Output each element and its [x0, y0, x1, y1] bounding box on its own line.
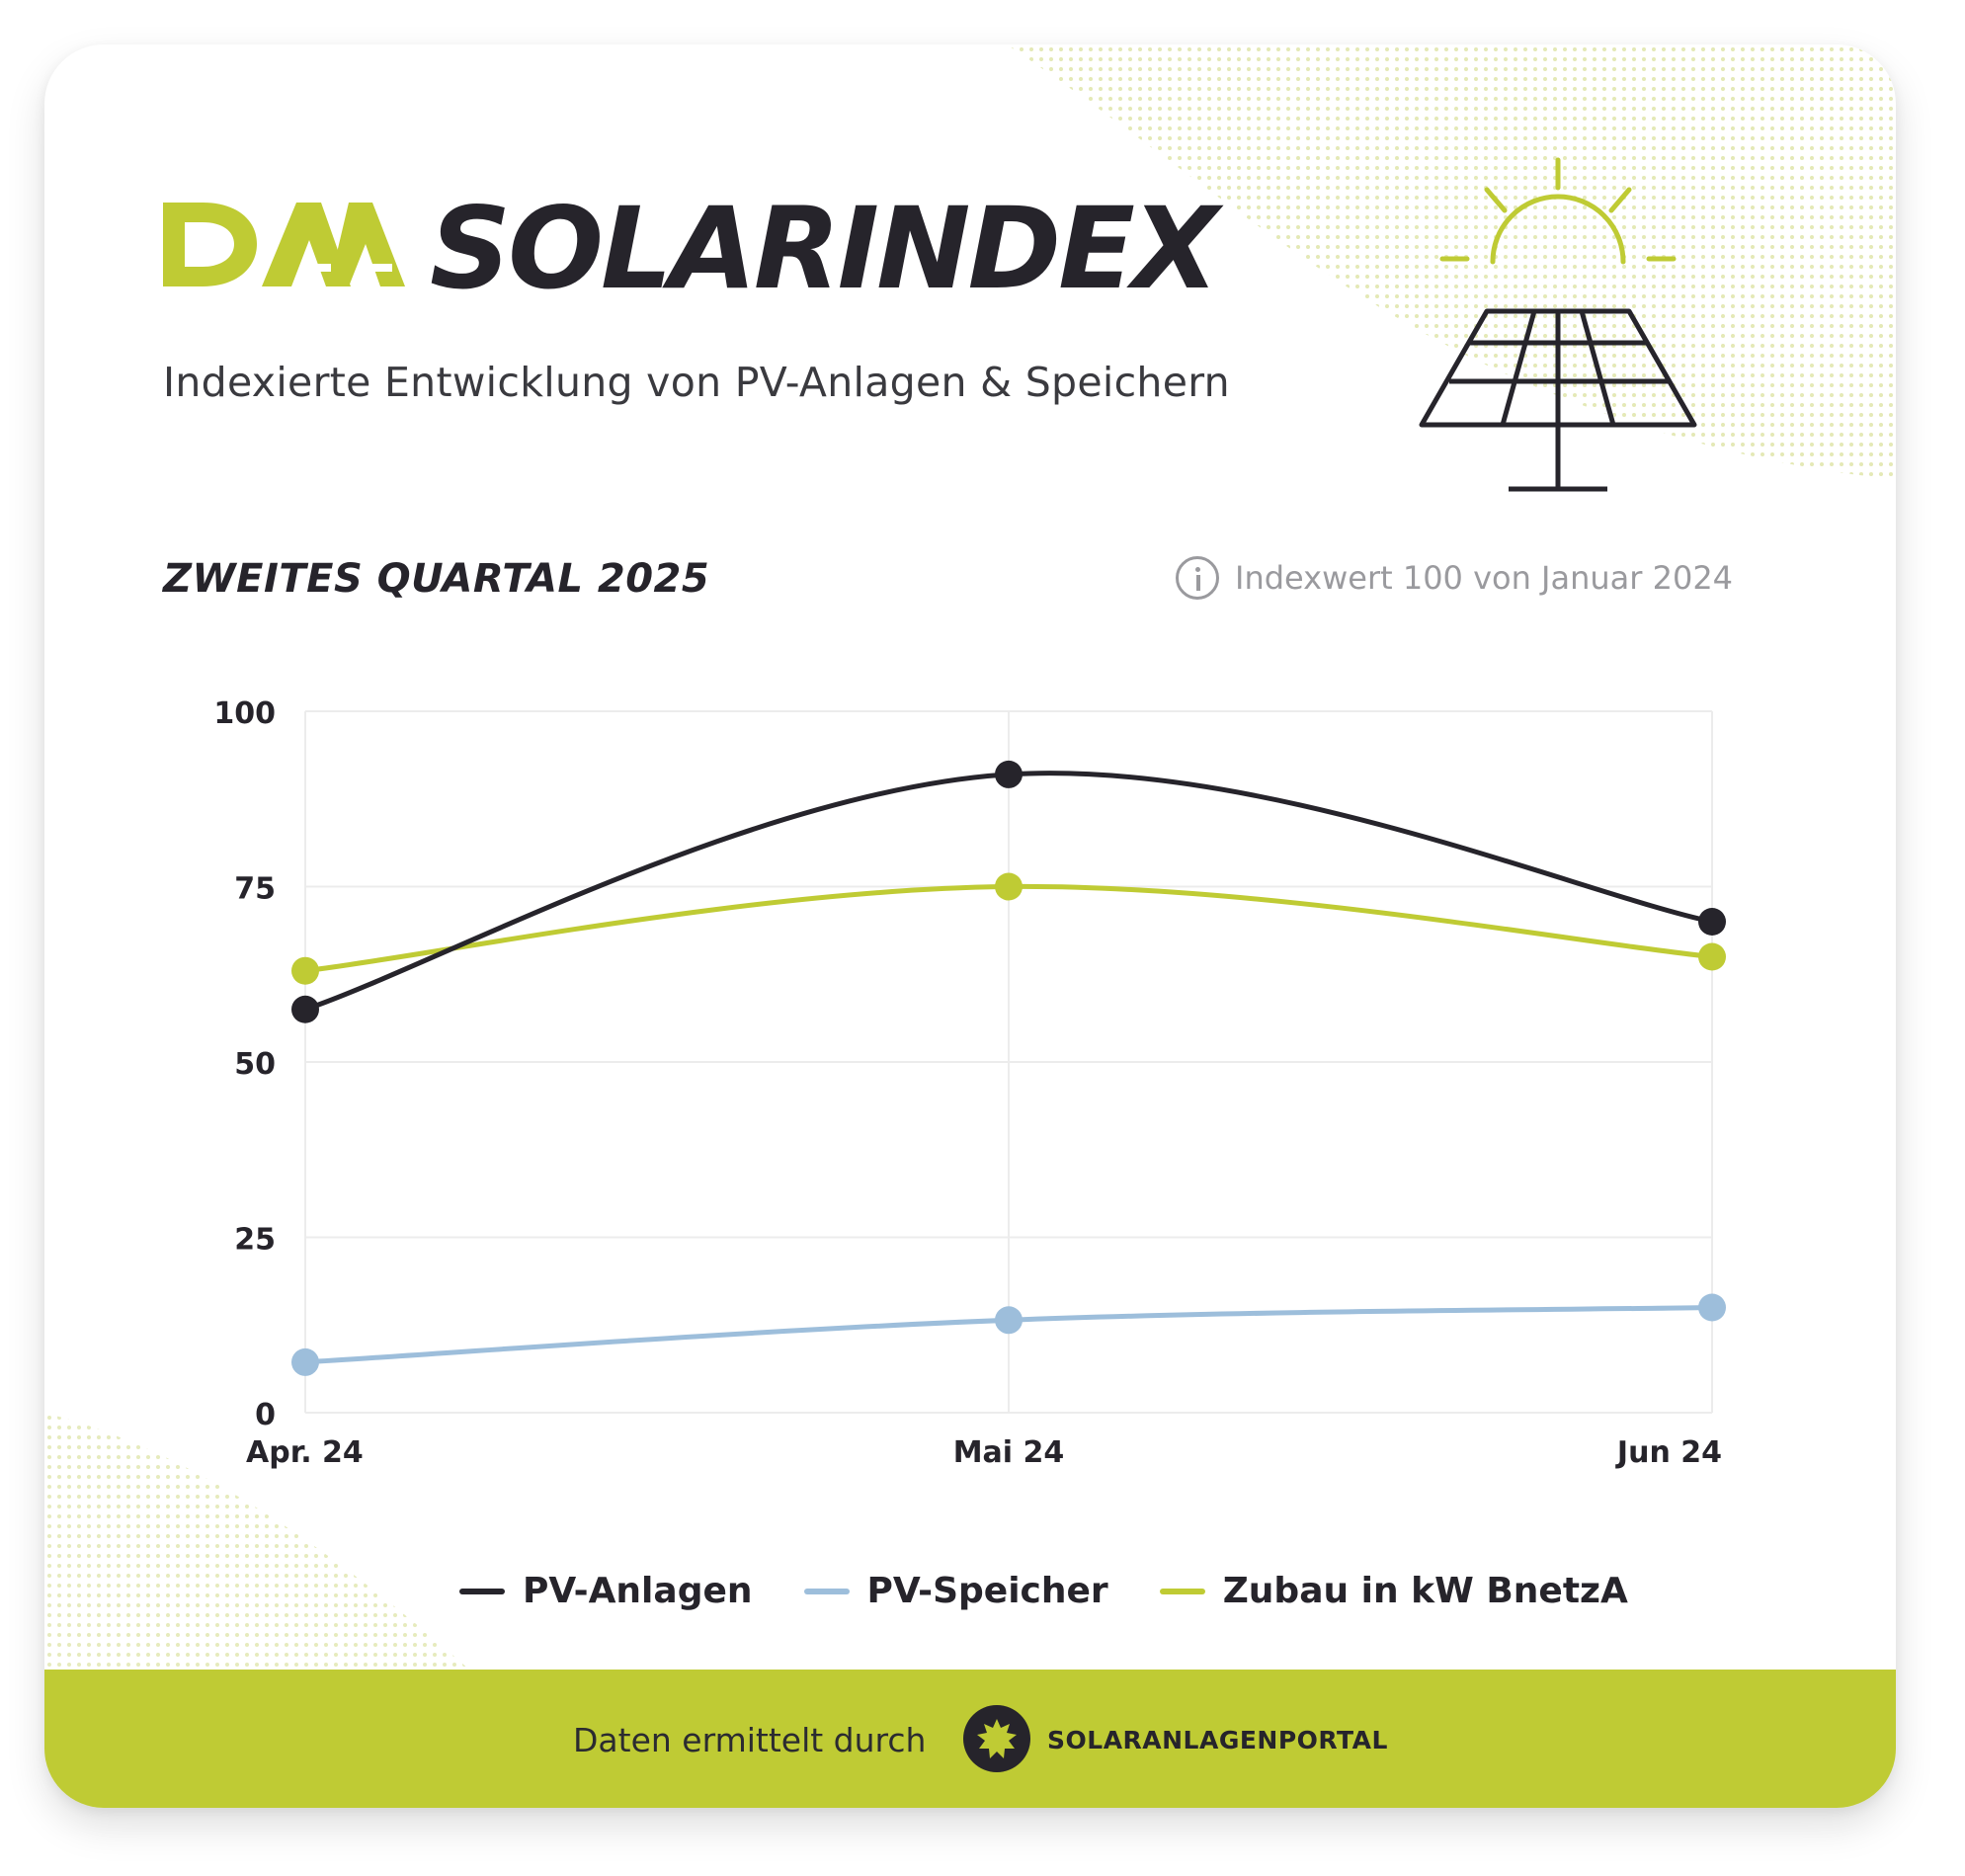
legend-label: PV-Anlagen — [523, 1571, 753, 1611]
legend-swatch — [459, 1588, 505, 1594]
legend-label: Zubau in kW BnetzA — [1222, 1571, 1628, 1611]
data-point[interactable] — [995, 872, 1023, 901]
y-tick-label: 25 — [234, 1223, 276, 1258]
x-tick-label: Apr. 24 — [246, 1435, 364, 1470]
y-tick-label: 100 — [213, 696, 276, 731]
data-point[interactable] — [291, 1347, 319, 1376]
x-tick-label: Jun 24 — [1615, 1435, 1722, 1470]
solar-panel-icon — [1419, 157, 1697, 492]
footer-source-text: Daten ermittelt durch — [573, 1721, 927, 1759]
y-tick-label: 75 — [234, 872, 276, 907]
index-note-text: Indexwert 100 von Januar 2024 — [1235, 559, 1734, 597]
y-tick-label: 50 — [234, 1047, 276, 1082]
info-icon[interactable] — [1176, 556, 1219, 600]
x-axis-ticks: Apr. 24 Mai 24 Jun 24 — [246, 1435, 1722, 1470]
legend-swatch — [803, 1588, 850, 1594]
brand-title: SOLARINDEX — [430, 183, 1219, 314]
legend-swatch — [1159, 1588, 1205, 1594]
legend-item[interactable]: PV-Anlagen — [459, 1571, 753, 1611]
data-point[interactable] — [995, 760, 1023, 788]
data-point[interactable] — [1698, 908, 1726, 936]
legend-label: PV-Speicher — [866, 1571, 1108, 1611]
data-point[interactable] — [1698, 1293, 1726, 1322]
y-axis-ticks: 0 25 50 75 100 — [213, 696, 276, 1432]
legend-item[interactable]: Zubau in kW BnetzA — [1159, 1571, 1628, 1611]
chart-legend: PV-Anlagen PV-Speicher Zubau in kW BnetzA — [459, 1571, 1679, 1611]
infographic-card: SOLARINDEX Indexierte Entwicklung von PV… — [44, 44, 1896, 1808]
sun-badge-icon — [963, 1705, 1030, 1772]
data-point[interactable] — [291, 956, 319, 985]
data-point[interactable] — [1698, 942, 1726, 971]
x-tick-label: Mai 24 — [953, 1435, 1065, 1470]
subtitle: Indexierte Entwicklung von PV-Anlagen & … — [163, 359, 1230, 406]
footer-bar: Daten ermittelt durch SOLARANLAGENPORTAL — [44, 1670, 1896, 1808]
data-point[interactable] — [291, 995, 319, 1023]
index-note: Indexwert 100 von Januar 2024 — [1176, 556, 1733, 600]
data-point[interactable] — [995, 1306, 1023, 1335]
dotted-wave-decoration — [1007, 44, 1896, 479]
period-heading: ZWEITES QUARTAL 2025 — [163, 556, 710, 602]
line-chart: 0 25 50 75 100 Apr. 24 Mai 24 Jun 24 — [213, 696, 1726, 1470]
footer-brand[interactable]: SOLARANLAGENPORTAL — [1047, 1726, 1388, 1754]
daa-logo — [163, 203, 405, 286]
chart-series — [291, 760, 1726, 1376]
dotted-wave-decoration-bottom — [44, 1413, 469, 1670]
legend-item[interactable]: PV-Speicher — [803, 1571, 1108, 1611]
y-tick-label: 0 — [255, 1398, 276, 1432]
